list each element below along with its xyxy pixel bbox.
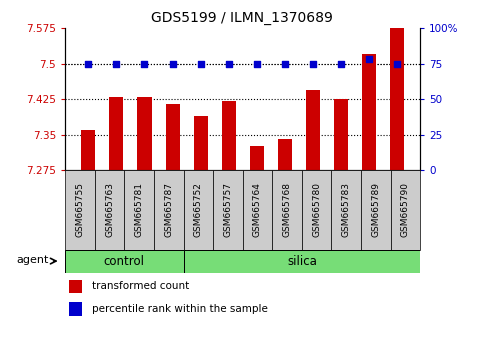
Text: agent: agent bbox=[16, 255, 49, 265]
Bar bbox=[95, 170, 125, 250]
Text: GSM665757: GSM665757 bbox=[224, 182, 232, 237]
Point bbox=[141, 61, 148, 67]
Text: control: control bbox=[104, 255, 145, 268]
Text: GSM665790: GSM665790 bbox=[401, 182, 410, 237]
Point bbox=[113, 61, 120, 67]
Text: GDS5199 / ILMN_1370689: GDS5199 / ILMN_1370689 bbox=[151, 11, 332, 25]
Point bbox=[337, 61, 345, 67]
Text: GSM665780: GSM665780 bbox=[312, 182, 321, 237]
Bar bbox=[250, 146, 264, 170]
Text: GSM665789: GSM665789 bbox=[371, 182, 380, 237]
Bar bbox=[65, 170, 95, 250]
Point bbox=[197, 61, 204, 67]
Bar bbox=[69, 302, 82, 316]
Bar bbox=[390, 28, 404, 170]
Point bbox=[225, 61, 232, 67]
Bar bbox=[65, 250, 184, 273]
Text: GSM665752: GSM665752 bbox=[194, 182, 203, 237]
Bar bbox=[125, 170, 154, 250]
Bar bbox=[110, 97, 124, 170]
Text: GSM665755: GSM665755 bbox=[75, 182, 85, 237]
Bar bbox=[81, 130, 95, 170]
Bar bbox=[184, 250, 420, 273]
Bar bbox=[306, 90, 320, 170]
Bar bbox=[154, 170, 184, 250]
Text: GSM665783: GSM665783 bbox=[342, 182, 351, 237]
Bar bbox=[166, 104, 180, 170]
Bar bbox=[302, 170, 331, 250]
Bar bbox=[391, 170, 420, 250]
Point bbox=[253, 61, 261, 67]
Point bbox=[169, 61, 176, 67]
Bar bbox=[184, 170, 213, 250]
Text: GSM665787: GSM665787 bbox=[164, 182, 173, 237]
Text: GSM665763: GSM665763 bbox=[105, 182, 114, 237]
Bar bbox=[222, 102, 236, 170]
Text: transformed count: transformed count bbox=[92, 281, 189, 291]
Bar bbox=[361, 170, 391, 250]
Bar bbox=[334, 99, 348, 170]
Bar bbox=[242, 170, 272, 250]
Point bbox=[281, 61, 289, 67]
Point bbox=[85, 61, 92, 67]
Text: silica: silica bbox=[287, 255, 317, 268]
Bar bbox=[194, 116, 208, 170]
Bar bbox=[331, 170, 361, 250]
Bar bbox=[362, 54, 376, 170]
Point bbox=[393, 61, 401, 67]
Bar bbox=[213, 170, 242, 250]
Point bbox=[309, 61, 317, 67]
Bar bbox=[272, 170, 302, 250]
Point bbox=[365, 57, 373, 62]
Text: GSM665781: GSM665781 bbox=[135, 182, 143, 237]
Bar bbox=[69, 280, 82, 293]
Bar bbox=[138, 97, 152, 170]
Text: GSM665768: GSM665768 bbox=[283, 182, 292, 237]
Text: GSM665764: GSM665764 bbox=[253, 182, 262, 237]
Text: percentile rank within the sample: percentile rank within the sample bbox=[92, 304, 268, 314]
Bar bbox=[278, 139, 292, 170]
